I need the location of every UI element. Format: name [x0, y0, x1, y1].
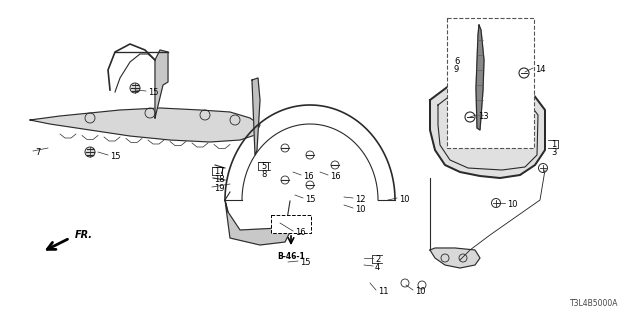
Text: 10: 10: [415, 287, 426, 296]
Text: 14: 14: [535, 65, 545, 74]
Text: 19: 19: [214, 184, 225, 193]
Text: 18: 18: [214, 175, 225, 184]
Polygon shape: [476, 25, 484, 130]
Text: 6: 6: [454, 57, 460, 66]
Text: 16: 16: [330, 172, 340, 181]
Text: 5: 5: [261, 162, 266, 171]
Text: B-46-1: B-46-1: [277, 252, 305, 261]
Text: 11: 11: [378, 287, 388, 296]
Text: 7: 7: [35, 148, 40, 157]
Text: 9: 9: [454, 65, 460, 74]
Text: 10: 10: [355, 205, 365, 214]
Text: 8: 8: [261, 170, 266, 179]
Text: 1: 1: [551, 140, 556, 149]
Polygon shape: [155, 50, 168, 118]
Text: 10: 10: [507, 200, 518, 209]
Text: 16: 16: [303, 172, 314, 181]
Text: 17: 17: [214, 167, 225, 176]
Text: FR.: FR.: [75, 230, 93, 240]
Polygon shape: [225, 200, 290, 245]
Text: 2: 2: [375, 255, 380, 264]
Polygon shape: [252, 78, 260, 155]
Text: 13: 13: [478, 112, 488, 121]
Text: 12: 12: [355, 195, 365, 204]
Text: 3: 3: [551, 148, 556, 157]
Text: 15: 15: [148, 88, 159, 97]
Polygon shape: [430, 248, 480, 268]
Text: 15: 15: [300, 258, 310, 267]
Text: 10: 10: [399, 195, 410, 204]
Text: 15: 15: [305, 195, 316, 204]
Text: 4: 4: [375, 263, 380, 272]
Text: T3L4B5000A: T3L4B5000A: [570, 299, 618, 308]
Text: 15: 15: [110, 152, 120, 161]
Polygon shape: [430, 80, 545, 178]
Polygon shape: [30, 108, 260, 142]
Text: 16: 16: [295, 228, 306, 237]
Bar: [271, 215, 311, 233]
Bar: [447, 18, 534, 148]
